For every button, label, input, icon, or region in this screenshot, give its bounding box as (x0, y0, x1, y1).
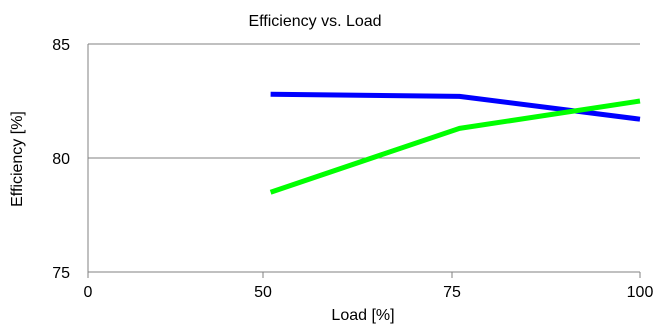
series-line-1 (270, 91, 641, 122)
x-axis-label: Load [%] (331, 307, 394, 324)
x-tick-label-0: 0 (84, 284, 93, 301)
y-tick-label-80: 80 (52, 151, 70, 168)
y-tick-label-85: 85 (52, 37, 70, 54)
y-axis-label: Efficiency [%] (9, 111, 26, 207)
axes (87, 44, 641, 278)
x-tick-label-75: 75 (443, 284, 461, 301)
x-tick-label-100: 100 (627, 284, 654, 301)
gridlines (88, 43, 640, 273)
chart-title: Efficiency vs. Load (248, 13, 381, 30)
series-line-2 (269, 98, 641, 195)
x-tick-label-50: 50 (254, 284, 272, 301)
tick-labels: 75 80 85 0 50 75 100 (52, 37, 653, 301)
y-tick-label-75: 75 (52, 265, 70, 282)
series-lines (269, 91, 641, 195)
